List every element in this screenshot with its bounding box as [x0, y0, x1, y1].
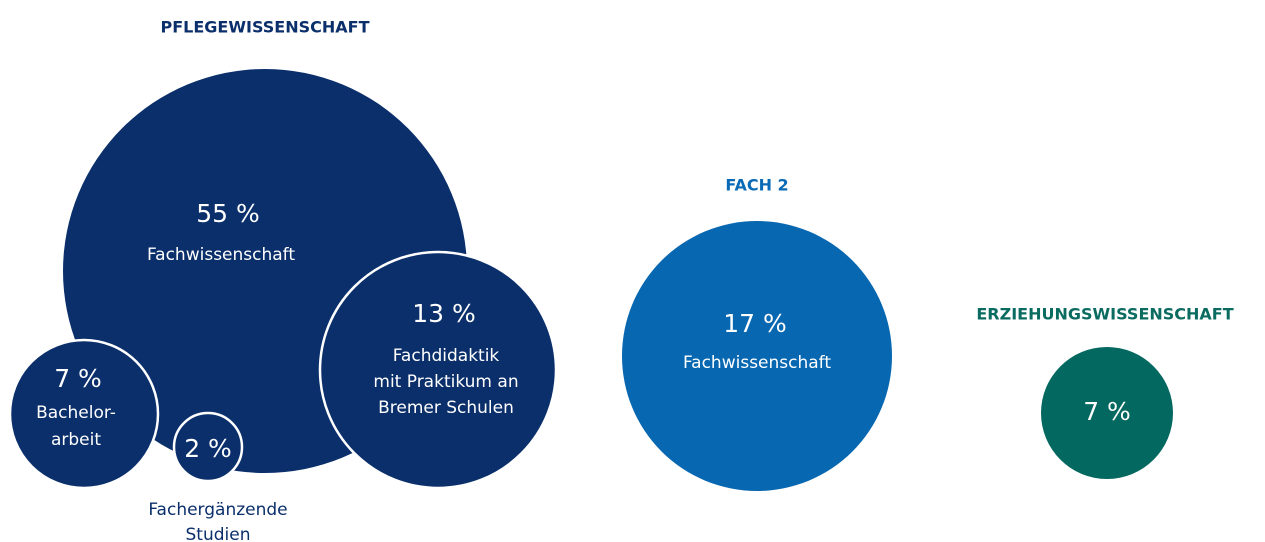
bubble: [318, 250, 558, 490]
bubble-value: 55 %: [196, 199, 260, 228]
bubble-label: Fachwissenschaft: [147, 245, 295, 265]
bubble-value: 13 %: [412, 299, 476, 328]
bubble-label: Fachdidaktik: [393, 346, 500, 366]
group-title: ERZIEHUNGSWISSENSCHAFT: [976, 305, 1233, 324]
bubble-label: Fachwissenschaft: [683, 353, 831, 373]
bubble: [8, 338, 160, 490]
bubble-value: 7 %: [1083, 397, 1131, 426]
bubble-value: 17 %: [723, 309, 787, 338]
group-title: FACH 2: [725, 176, 788, 195]
group-title: PFLEGEWISSENSCHAFT: [161, 18, 370, 37]
bubble-value: 7 %: [54, 364, 102, 393]
bubble-label: Bachelor-: [36, 403, 116, 423]
bubble: [1041, 347, 1173, 479]
bubble: [622, 221, 892, 491]
bubble-label: Fachergänzende: [148, 500, 287, 520]
bubble-label: arbeit: [51, 430, 101, 450]
bubble-label: Bremer Schulen: [378, 398, 514, 418]
bubble-value: 2 %: [184, 434, 232, 463]
bubble-label: mit Praktikum an: [373, 372, 518, 392]
bubble: [172, 411, 244, 483]
bubble-label: Studien: [186, 525, 251, 542]
